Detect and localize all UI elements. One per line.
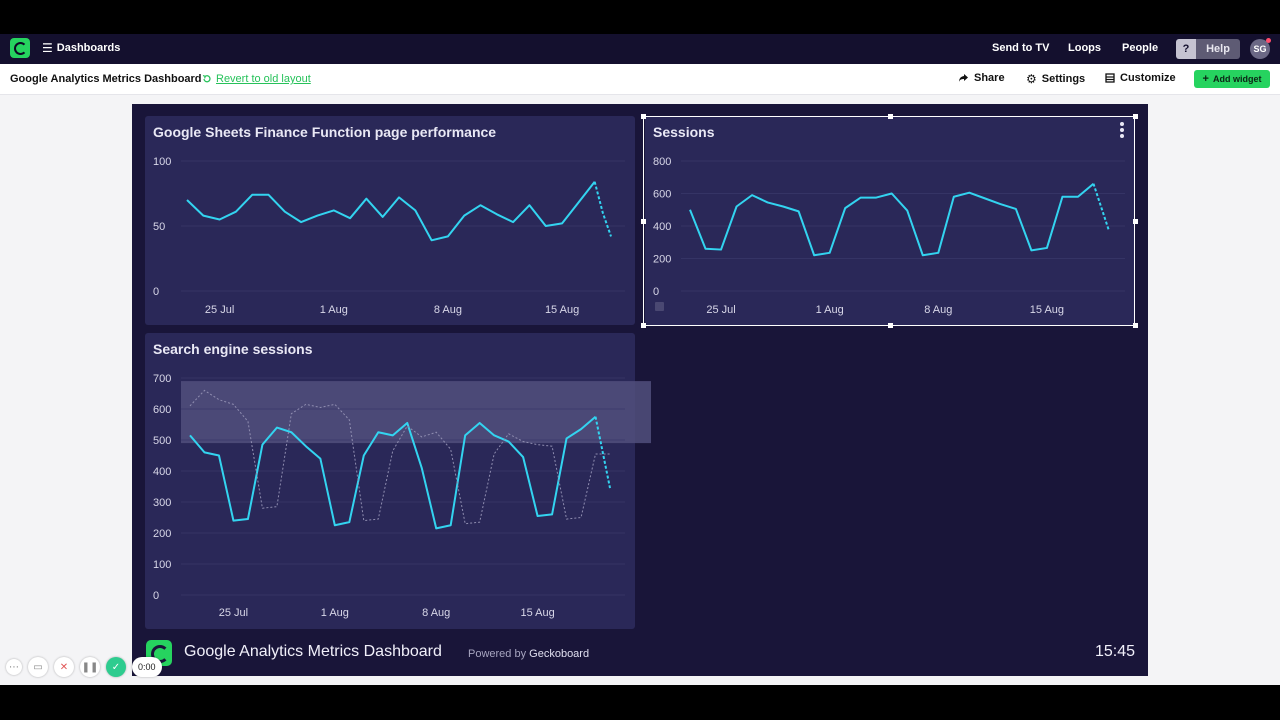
help-button[interactable]: ? Help (1176, 39, 1240, 59)
widget-sessions[interactable]: Sessions (645, 116, 1135, 325)
widget-title: Sessions (653, 124, 715, 140)
layout-icon (1105, 73, 1115, 83)
notification-dot-icon (1266, 38, 1271, 43)
widget-page-performance[interactable]: Google Sheets Finance Function page perf… (145, 116, 635, 325)
add-widget-button[interactable]: + Add widget (1194, 70, 1270, 88)
share-button[interactable]: Share (958, 72, 1005, 84)
pause-icon[interactable]: ❚❚ (80, 657, 100, 677)
powered-brand: Geckoboard (529, 648, 590, 660)
dashboards-menu[interactable]: ☰ Dashboards (42, 42, 120, 54)
dashboards-label: Dashboards (56, 42, 121, 54)
revert-layout-link[interactable]: Revert to old layout (202, 73, 311, 85)
loops-link[interactable]: Loops (1068, 42, 1101, 54)
hamburger-icon: ☰ (42, 41, 53, 55)
avatar[interactable]: SG (1250, 39, 1270, 59)
geckoboard-logo-icon[interactable] (10, 38, 30, 58)
send-to-tv-link[interactable]: Send to TV (992, 42, 1050, 54)
close-icon[interactable]: ✕ (54, 657, 74, 677)
top-navbar: ☰ Dashboards Send to TV Loops People ? H… (0, 34, 1280, 64)
drag-handle-icon[interactable] (655, 302, 664, 311)
more-icon[interactable]: ⋯ (6, 659, 22, 675)
help-label: Help (1196, 39, 1240, 59)
footer-clock: 15:45 (1095, 643, 1136, 660)
widget-title: Google Sheets Finance Function page perf… (153, 124, 497, 140)
resize-handle[interactable] (641, 219, 646, 224)
resize-handle[interactable] (888, 323, 893, 328)
settings-label: Settings (1041, 73, 1086, 85)
gear-icon: ⚙ (1026, 72, 1037, 86)
customize-label: Customize (1120, 72, 1176, 84)
resize-handle[interactable] (1133, 114, 1138, 119)
resize-handle[interactable] (1133, 219, 1138, 224)
settings-button[interactable]: ⚙ Settings (1026, 72, 1085, 86)
resize-handle[interactable] (1133, 323, 1138, 328)
footer-powered-by: Powered by Geckoboard (468, 648, 589, 660)
footer-dashboard-title: Google Analytics Metrics Dashboard (184, 643, 442, 660)
dashboard-title: Google Analytics Metrics Dashboard (10, 73, 202, 85)
camera-icon[interactable]: ▭ (28, 657, 48, 677)
add-widget-label: Add widget (1212, 74, 1262, 84)
revert-label: Revert to old layout (216, 73, 311, 85)
check-icon[interactable]: ✓ (106, 657, 126, 677)
share-label: Share (974, 72, 1005, 84)
widget-menu-icon[interactable] (1117, 121, 1127, 141)
dashboard-toolbar: Google Analytics Metrics Dashboard Rever… (0, 64, 1280, 95)
plus-icon: + (1202, 73, 1209, 85)
recorder-controls: ⋯ ▭ ✕ ❚❚ ✓ 0:00 (6, 656, 162, 678)
history-icon (202, 74, 211, 83)
powered-prefix: Powered by (468, 648, 527, 660)
widget-title: Search engine sessions (153, 341, 313, 357)
customize-button[interactable]: Customize (1105, 72, 1176, 84)
resize-handle[interactable] (888, 114, 893, 119)
recording-timer: 0:00 (132, 657, 162, 677)
resize-handle[interactable] (641, 114, 646, 119)
people-link[interactable]: People (1122, 42, 1159, 54)
question-icon: ? (1176, 39, 1196, 59)
widget-search-engine-sessions[interactable]: Search engine sessions (145, 333, 635, 629)
share-icon (959, 74, 968, 82)
resize-handle[interactable] (641, 323, 646, 328)
